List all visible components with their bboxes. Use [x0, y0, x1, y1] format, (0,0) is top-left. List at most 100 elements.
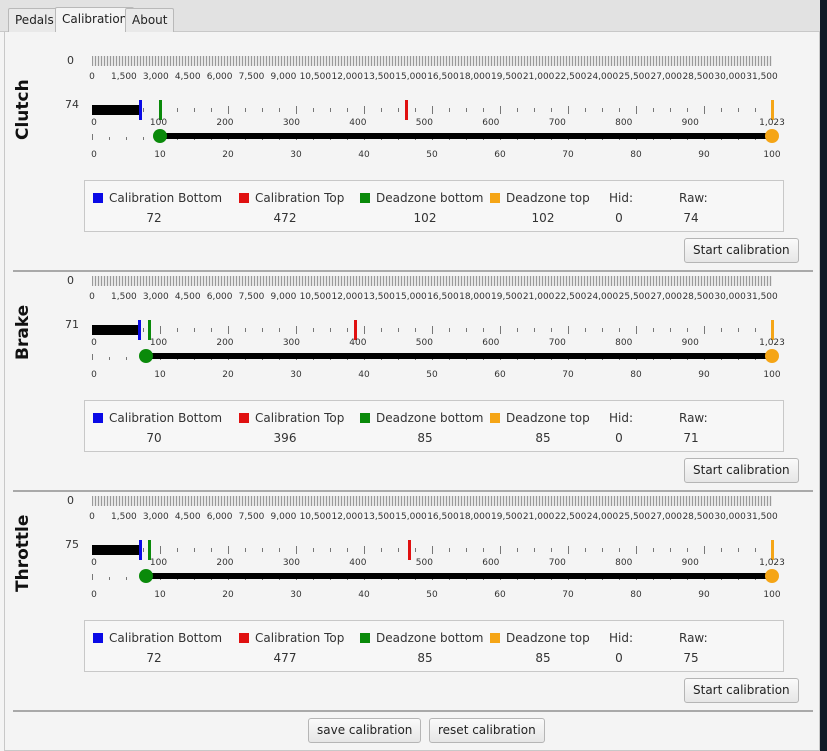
- raw-scale-tick-label: 500: [415, 118, 433, 128]
- raw-scale-tick: [245, 328, 246, 332]
- hid-scale-tick-label: 18,000: [459, 292, 491, 302]
- deadzone-high-handle[interactable]: [765, 349, 779, 363]
- percent-scale-tick-label: 40: [358, 590, 370, 600]
- calibration-top-marker[interactable]: [354, 320, 358, 340]
- raw-scale-tick: [177, 108, 178, 112]
- tab-pedals[interactable]: Pedals: [8, 8, 61, 33]
- raw-scale-tick-label: 100: [149, 118, 168, 128]
- hid-scale-tick-label: 31,500: [746, 512, 778, 522]
- raw-scale-tick-label: 600: [482, 118, 500, 128]
- deadzone-range-track: [160, 133, 772, 139]
- pedal-title: Throttle: [13, 514, 33, 592]
- legend-value-dz-bottom: 85: [417, 431, 433, 445]
- raw-scale-tick: [551, 108, 552, 112]
- raw-scale-tick-label: 300: [282, 338, 300, 348]
- raw-scale-tick: [364, 106, 365, 114]
- deadzone-low-handle[interactable]: [139, 349, 154, 363]
- hid-scale-tick-label: 1,500: [111, 512, 137, 522]
- deadzone-bottom-marker[interactable]: [147, 320, 151, 340]
- raw-scale-tick: [517, 548, 518, 552]
- tab-calibration[interactable]: Calibration: [55, 7, 135, 33]
- deadzone-high-handle[interactable]: [765, 129, 779, 143]
- legend-value-cal-bottom: 70: [146, 431, 162, 445]
- hid-scale-tick-label: 7,500: [238, 292, 265, 302]
- raw-scale-tick: [534, 328, 535, 332]
- start-calibration-button[interactable]: Start calibration: [684, 678, 799, 703]
- calibration-top-marker[interactable]: [404, 100, 408, 120]
- raw-input-bar: [92, 105, 142, 115]
- legend-label: Deadzone top: [506, 631, 590, 645]
- calibration-top-marker[interactable]: [408, 540, 412, 560]
- legend-value-cal-top: 472: [273, 211, 297, 225]
- hid-scale-tick-label: 4,500: [174, 292, 201, 302]
- raw-scale-tick: [432, 326, 433, 334]
- percent-scale-tick-label: 90: [698, 150, 710, 160]
- percent-scale-tick-label: 80: [630, 370, 642, 380]
- legend-swatch-dz-bottom: [360, 413, 370, 423]
- hid-scale-tick-label: 25,500: [618, 72, 651, 82]
- start-calibration-button[interactable]: Start calibration: [684, 458, 799, 483]
- hid-scale-tick-label: 30,000: [714, 72, 746, 82]
- raw-scale-tick-label: 700: [548, 338, 566, 348]
- tab-about[interactable]: About: [125, 8, 175, 33]
- deadzone-top-marker[interactable]: [771, 540, 774, 560]
- deadzone-bottom-marker[interactable]: [147, 540, 151, 560]
- raw-scale-tick-label: 200: [216, 338, 234, 348]
- raw-scale-tick: [228, 326, 229, 334]
- calibration-bottom-marker[interactable]: [137, 320, 141, 340]
- hid-scale-tick-label: 7,500: [238, 72, 265, 82]
- deadzone-top-marker[interactable]: [771, 100, 774, 120]
- raw-scale-tick: [568, 106, 569, 114]
- calibration-bottom-marker[interactable]: [138, 100, 142, 120]
- start-calibration-button[interactable]: Start calibration: [684, 238, 799, 263]
- raw-scale-tick: [619, 328, 620, 332]
- raw-scale-tick: [517, 108, 518, 112]
- raw-value: 74: [683, 211, 699, 225]
- percent-scale-tick: [126, 577, 127, 580]
- raw-scale-tick: [755, 328, 756, 332]
- calibration-bottom-marker[interactable]: [138, 540, 142, 560]
- legend-dz-top: Deadzone top: [490, 631, 590, 645]
- hid-scale-tick-label: 10,500: [299, 292, 332, 302]
- save-calibration-button[interactable]: save calibration: [308, 718, 422, 743]
- pedal-section-throttle: Throttle 0 0 1,500 3,000 4,500 6,000 7,500 9,000…: [5, 472, 821, 703]
- reset-calibration-button[interactable]: reset calibration: [429, 718, 545, 743]
- hid-scale-tick-label: 0: [89, 512, 95, 522]
- percent-scale-tick: [92, 134, 93, 140]
- legend-swatch-cal-top: [239, 413, 249, 423]
- raw-scale-tick: [721, 108, 722, 112]
- hid-range-ruler: [92, 496, 772, 506]
- raw-scale-tick: [279, 548, 280, 552]
- raw-value-label: 71: [65, 318, 79, 331]
- percent-scale-tick-label: 60: [494, 590, 506, 600]
- raw-scale-tick-label: 0: [91, 118, 97, 128]
- raw-scale-tick: [398, 328, 399, 332]
- legend-dz-bottom: Deadzone bottom: [360, 191, 483, 205]
- deadzone-bottom-marker[interactable]: [158, 100, 162, 120]
- percent-scale-tick-label: 20: [222, 590, 234, 600]
- raw-label: Raw:: [679, 411, 708, 425]
- percent-scale-tick-label: 100: [763, 370, 781, 380]
- hid-scale-tick-label: 6,000: [206, 292, 233, 302]
- deadzone-top-marker[interactable]: [771, 320, 774, 340]
- raw-scale-tick-label: 400: [349, 558, 367, 568]
- calibration-legend: Calibration Bottom 70 Calibration Top 396 De…: [84, 400, 784, 452]
- legend-cal-top: Calibration Top: [239, 411, 344, 425]
- raw-scale-tick: [228, 546, 229, 554]
- raw-scale-tick: [585, 548, 586, 552]
- deadzone-low-handle[interactable]: [139, 569, 154, 583]
- raw-scale-tick: [738, 548, 739, 552]
- percent-scale-tick-label: 0: [91, 370, 97, 380]
- raw-scale-tick: [177, 548, 178, 552]
- deadzone-high-handle[interactable]: [765, 569, 779, 583]
- calibration-legend: Calibration Bottom 72 Calibration Top 472 De…: [84, 180, 784, 232]
- background-strip: [820, 0, 827, 751]
- raw-scale-tick: [381, 328, 382, 332]
- deadzone-low-handle[interactable]: [153, 129, 167, 143]
- legend-label: Deadzone top: [506, 191, 590, 205]
- legend-swatch-cal-top: [239, 193, 249, 203]
- hid-scale-tick-label: 15,000: [395, 72, 427, 82]
- raw-scale-tick: [211, 548, 212, 552]
- raw-scale-tick-label: 300: [282, 118, 300, 128]
- raw-scale-tick: [738, 108, 739, 112]
